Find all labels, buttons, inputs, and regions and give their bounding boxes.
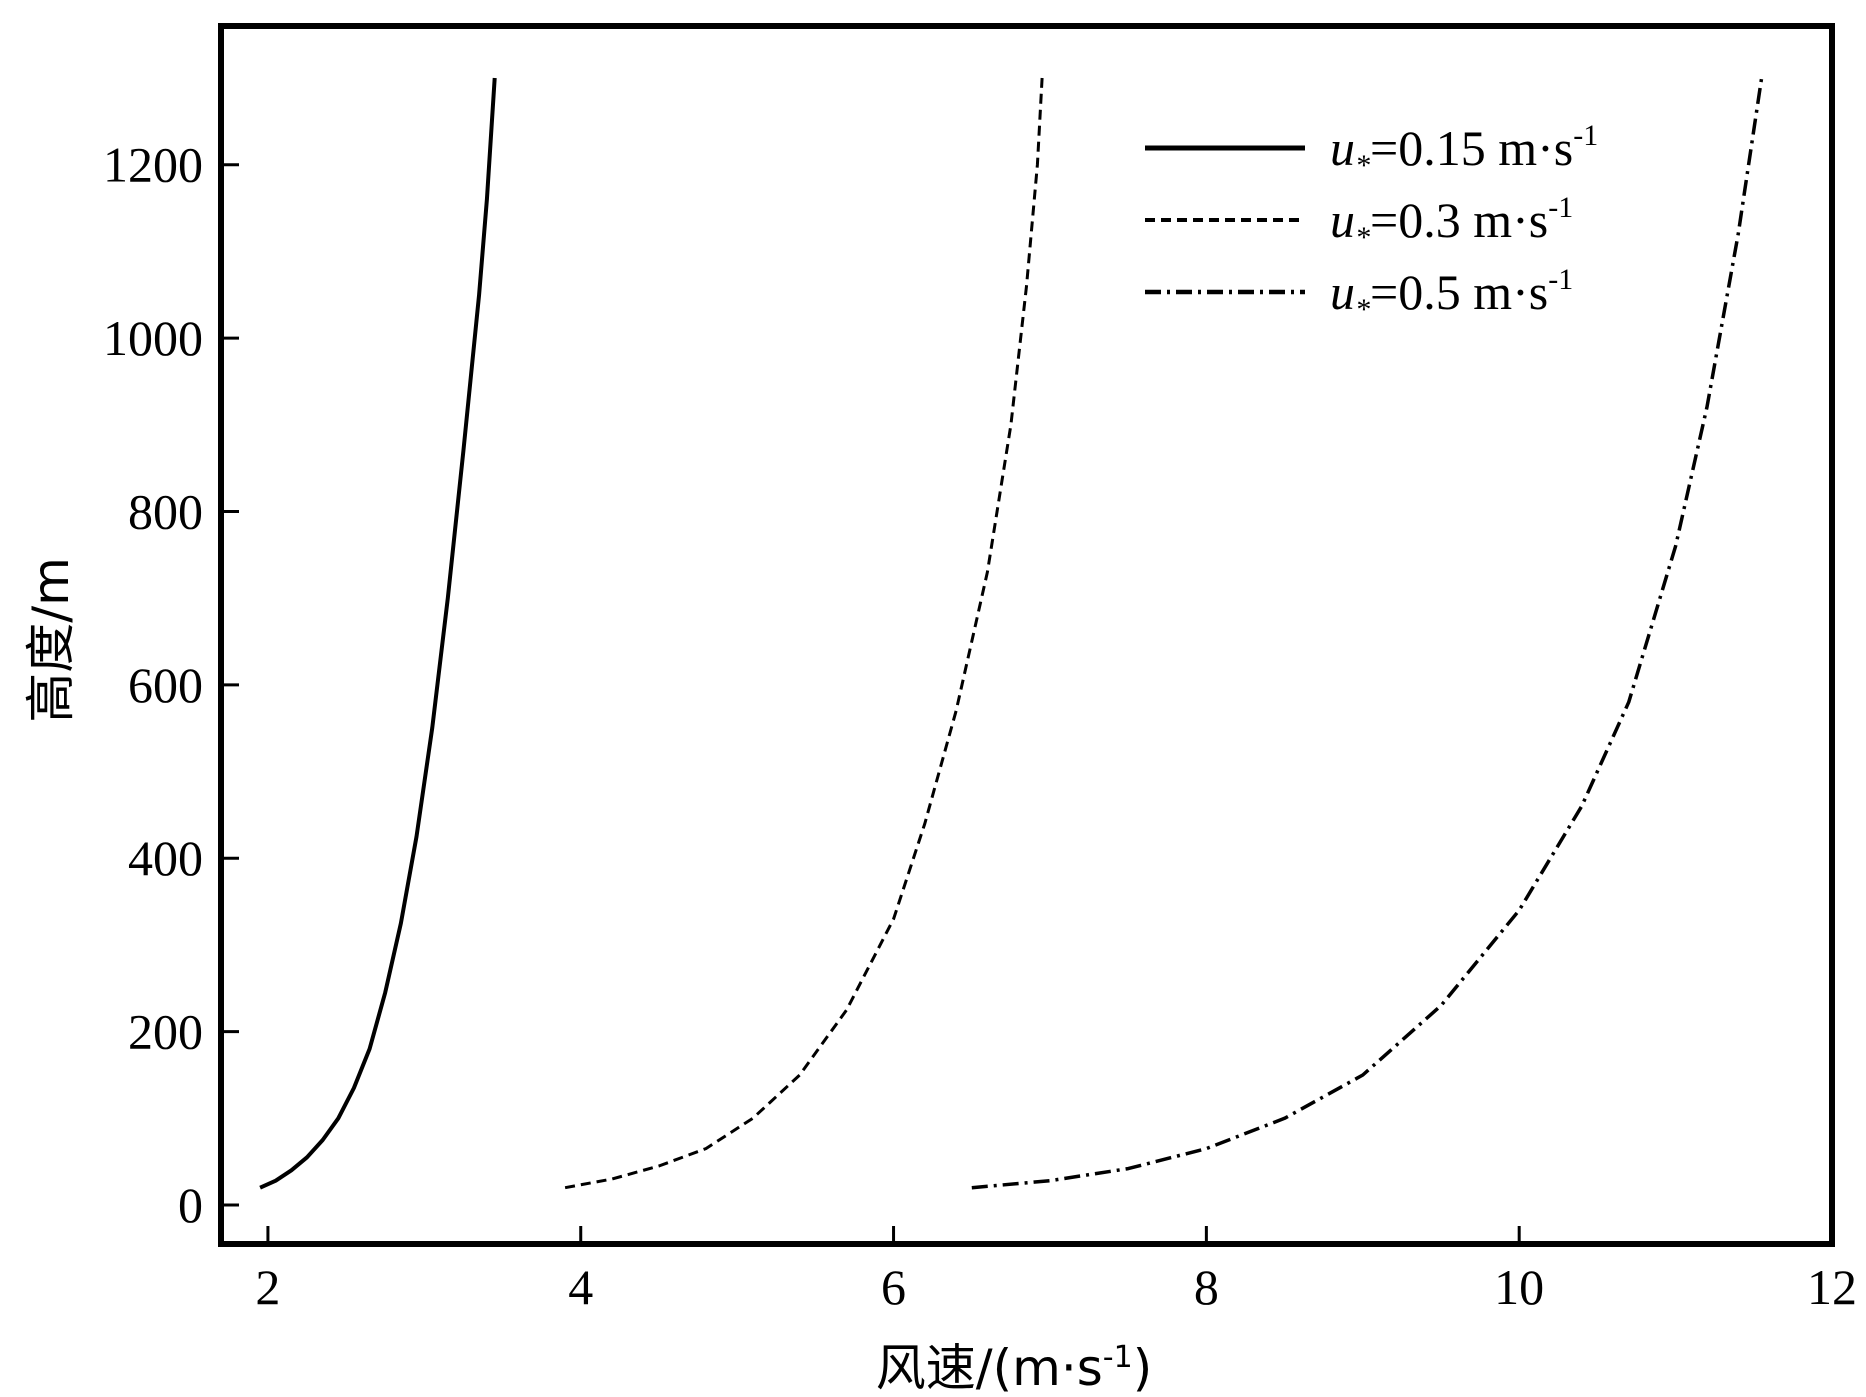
axis-ticks: 2 4 6 8 10 12 0 200 400 600 800 1000 1200 xyxy=(103,137,1857,1315)
x-tick-label: 4 xyxy=(568,1259,593,1315)
x-axis-label-end: ) xyxy=(1133,1339,1153,1397)
y-axis-label: 高度/m xyxy=(22,557,80,723)
series-line-1 xyxy=(259,77,497,1190)
x-axis-label-sup: -1 xyxy=(1103,1340,1133,1375)
legend-sup: -1 xyxy=(1548,263,1573,296)
y-tick-label: 0 xyxy=(178,1177,203,1233)
y-tick-label: 400 xyxy=(128,830,203,886)
series-line-3 xyxy=(971,77,1764,1190)
legend: u*=0.15 m·s-1u*=0.3 m·s-1u*=0.5 m·s-1 xyxy=(1145,119,1598,326)
legend-u: u xyxy=(1330,264,1355,320)
x-tick-label: 12 xyxy=(1807,1259,1857,1315)
y-tick-label: 1200 xyxy=(103,137,203,193)
y-tick-label: 800 xyxy=(128,483,203,539)
legend-text: =0.5 m·s xyxy=(1370,264,1548,320)
x-axis-label: 风速/(m·s-1) xyxy=(876,1339,1152,1397)
legend-sub: * xyxy=(1355,149,1370,182)
legend-text: =0.3 m·s xyxy=(1370,192,1548,248)
y-tick-label: 200 xyxy=(128,1004,203,1060)
legend-u: u xyxy=(1330,192,1355,248)
x-tick-label: 6 xyxy=(881,1259,906,1315)
legend-label-2: u*=0.3 m·s-1 xyxy=(1330,191,1573,254)
legend-text: =0.15 m·s xyxy=(1370,120,1573,176)
legend-sup: -1 xyxy=(1548,191,1573,224)
plot-frame xyxy=(218,23,1835,1247)
x-tick-label: 2 xyxy=(255,1259,280,1315)
legend-sub: * xyxy=(1355,293,1370,326)
legend-u: u xyxy=(1330,120,1355,176)
legend-sup: -1 xyxy=(1573,119,1598,152)
legend-sub: * xyxy=(1355,221,1370,254)
y-tick-label: 600 xyxy=(128,657,203,713)
x-tick-label: 10 xyxy=(1494,1259,1544,1315)
series-layer xyxy=(259,77,1764,1190)
y-tick-label: 1000 xyxy=(103,310,203,366)
legend-label-3: u*=0.5 m·s-1 xyxy=(1330,263,1573,326)
x-tick-label: 8 xyxy=(1194,1259,1219,1315)
series-line-2 xyxy=(564,77,1044,1190)
legend-label-1: u*=0.15 m·s-1 xyxy=(1330,119,1598,182)
x-axis-label-main: 风速/(m·s xyxy=(876,1339,1103,1397)
